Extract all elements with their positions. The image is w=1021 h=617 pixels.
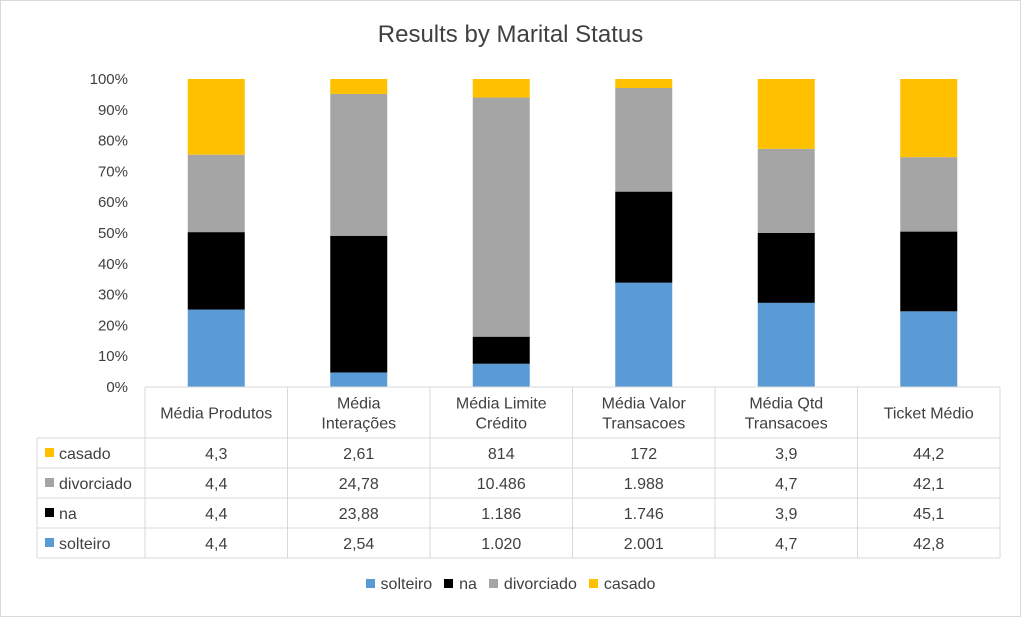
chart-legend: solteiro na divorciado casado bbox=[1, 576, 1020, 594]
table-row-label-solteiro: solteiro bbox=[59, 536, 111, 553]
table-cell-na-5: 45,1 bbox=[913, 506, 944, 523]
bar-na-3 bbox=[615, 191, 673, 283]
y-tick-label: 90% bbox=[98, 102, 128, 119]
table-cell-solteiro-5: 42,8 bbox=[913, 536, 944, 553]
legend-label-casado: casado bbox=[603, 576, 656, 593]
category-label: Ticket Médio bbox=[884, 406, 974, 423]
legend-label-divorciado: divorciado bbox=[503, 576, 577, 593]
table-cell-solteiro-1: 2,54 bbox=[343, 536, 374, 553]
table-cell-casado-3: 172 bbox=[630, 446, 657, 463]
bar-na-0 bbox=[187, 232, 245, 310]
table-row-label-divorciado: divorciado bbox=[59, 476, 132, 493]
bar-solteiro-2 bbox=[472, 363, 530, 387]
y-tick-label: 0% bbox=[106, 379, 128, 396]
table-cell-casado-2: 814 bbox=[488, 446, 515, 463]
chart-title: Results by Marital Status bbox=[377, 21, 644, 48]
bar-solteiro-1 bbox=[330, 372, 388, 387]
table-cell-solteiro-3: 2.001 bbox=[624, 536, 664, 553]
bar-solteiro-3 bbox=[615, 282, 673, 387]
table-cell-casado-4: 3,9 bbox=[775, 446, 797, 463]
table-cell-na-2: 1.186 bbox=[481, 506, 521, 523]
bar-na-1 bbox=[330, 235, 388, 373]
bar-solteiro-5 bbox=[900, 311, 958, 387]
bar-solteiro-0 bbox=[187, 309, 245, 387]
legend-item-casado: casado bbox=[588, 576, 656, 594]
category-label: Média Qtd Transacoes bbox=[745, 396, 828, 433]
category-label: Média Limite Crédito bbox=[456, 396, 547, 433]
table-cell-divorciado-4: 4,7 bbox=[775, 476, 797, 493]
bar-solteiro-4 bbox=[757, 302, 815, 387]
bar-casado-1 bbox=[330, 79, 388, 94]
y-tick-label: 40% bbox=[98, 256, 128, 273]
table-cell-casado-0: 4,3 bbox=[205, 446, 227, 463]
bar-divorciado-4 bbox=[757, 148, 815, 233]
table-cell-divorciado-0: 4,4 bbox=[205, 476, 227, 493]
bar-casado-4 bbox=[757, 79, 815, 149]
table-cell-solteiro-0: 4,4 bbox=[205, 536, 227, 553]
y-tick-label: 70% bbox=[98, 163, 128, 180]
y-tick-label: 100% bbox=[90, 71, 128, 88]
bar-divorciado-5 bbox=[900, 157, 958, 232]
legend-item-na: na bbox=[444, 576, 477, 594]
category-label: Média Produtos bbox=[160, 406, 272, 423]
bar-casado-3 bbox=[615, 79, 673, 88]
table-cell-na-1: 23,88 bbox=[339, 506, 379, 523]
table-cell-divorciado-2: 10.486 bbox=[477, 476, 526, 493]
bar-divorciado-2 bbox=[472, 97, 530, 337]
y-tick-label: 60% bbox=[98, 194, 128, 211]
table-cell-na-4: 3,9 bbox=[775, 506, 797, 523]
table-cell-na-3: 1.746 bbox=[624, 506, 664, 523]
legend-swatch-na bbox=[444, 579, 454, 588]
table-cell-divorciado-1: 24,78 bbox=[339, 476, 379, 493]
y-tick-label: 30% bbox=[98, 287, 128, 304]
table-cell-casado-1: 2,61 bbox=[343, 446, 374, 463]
table-key-solteiro bbox=[45, 538, 54, 547]
table-key-casado bbox=[45, 448, 54, 457]
table-cell-divorciado-3: 1.988 bbox=[624, 476, 664, 493]
table-key-na bbox=[45, 508, 54, 517]
table-cell-solteiro-4: 4,7 bbox=[775, 536, 797, 553]
bar-casado-2 bbox=[472, 79, 530, 98]
legend-item-divorciado: divorciado bbox=[488, 576, 577, 594]
legend-swatch-casado bbox=[588, 579, 598, 588]
legend-label-solteiro: solteiro bbox=[380, 576, 433, 593]
category-label: Média Valor Transacoes bbox=[602, 396, 687, 433]
bar-divorciado-1 bbox=[330, 93, 388, 236]
bar-casado-0 bbox=[187, 79, 245, 155]
legend-swatch-divorciado bbox=[488, 579, 498, 588]
y-tick-label: 20% bbox=[98, 317, 128, 334]
bar-na-5 bbox=[900, 231, 958, 312]
legend-swatch-solteiro bbox=[365, 579, 375, 588]
bar-divorciado-0 bbox=[187, 154, 245, 233]
y-tick-label: 10% bbox=[98, 348, 128, 365]
y-tick-label: 50% bbox=[98, 225, 128, 242]
table-row-label-na: na bbox=[59, 506, 77, 523]
table-cell-na-0: 4,4 bbox=[205, 506, 227, 523]
table-cell-divorciado-5: 42,1 bbox=[913, 476, 944, 493]
bar-casado-5 bbox=[900, 79, 958, 158]
table-row-label-casado: casado bbox=[59, 446, 111, 463]
table-cell-solteiro-2: 1.020 bbox=[481, 536, 521, 553]
table-key-divorciado bbox=[45, 478, 54, 487]
category-label: Média Interações bbox=[321, 396, 396, 433]
y-tick-label: 80% bbox=[98, 133, 128, 150]
table-cell-casado-5: 44,2 bbox=[913, 446, 944, 463]
bar-divorciado-3 bbox=[615, 87, 673, 192]
bar-na-4 bbox=[757, 233, 815, 303]
bar-na-2 bbox=[472, 336, 530, 364]
legend-label-na: na bbox=[459, 576, 477, 593]
legend-item-solteiro: solteiro bbox=[365, 576, 433, 594]
